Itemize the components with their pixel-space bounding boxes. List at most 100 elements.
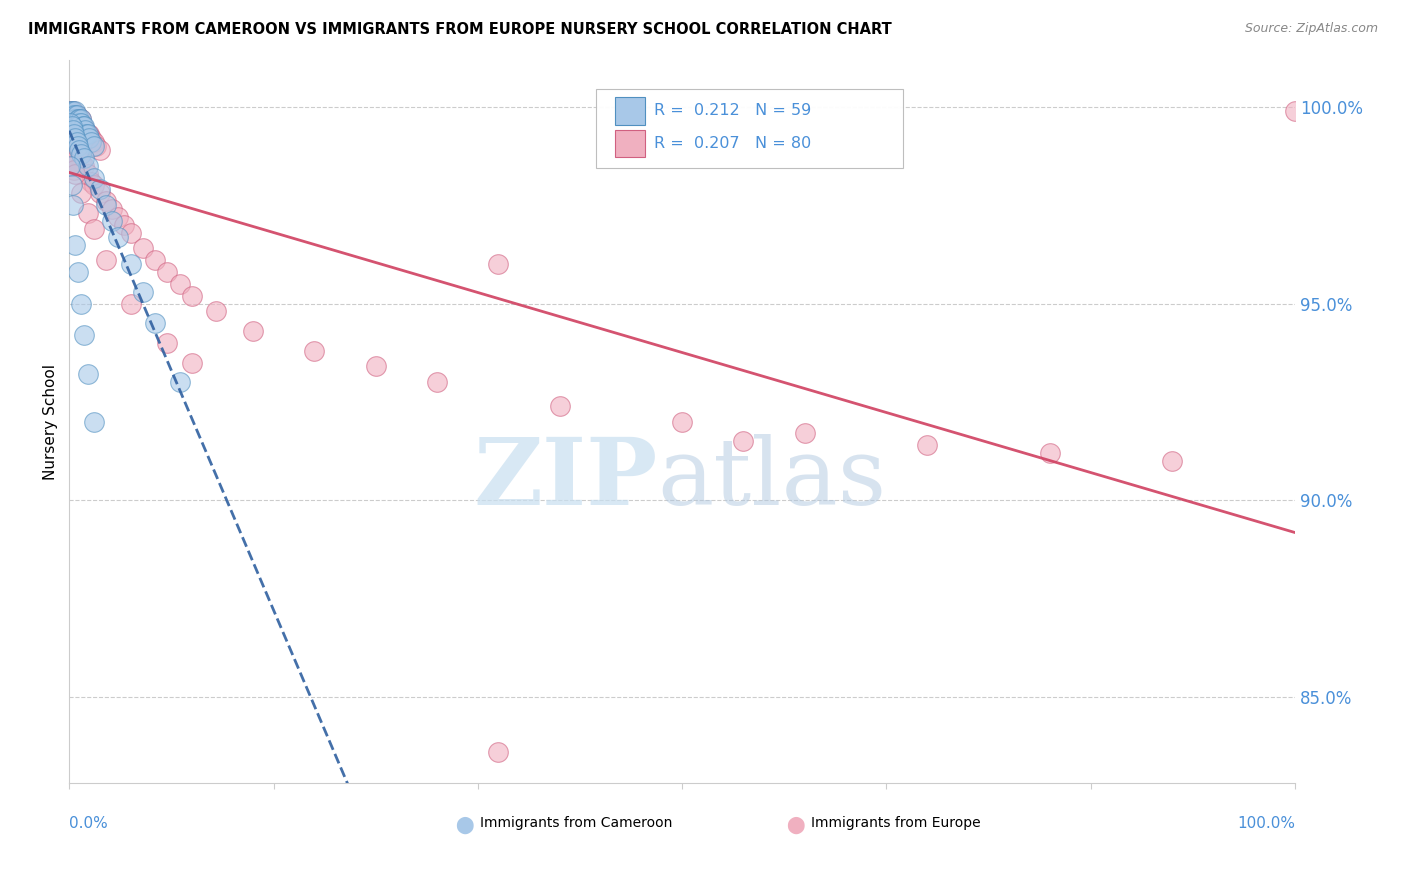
Point [67, 143, 90, 157]
Point [205, 304, 228, 318]
Point [65, 135, 87, 149]
Point [169, 277, 191, 291]
Point [59, 115, 82, 129]
Point [1161, 454, 1184, 468]
Point [76, 167, 98, 181]
Point [63, 112, 86, 126]
Point [70, 154, 93, 169]
Point [73, 151, 96, 165]
Point [67, 112, 90, 126]
Point [65, 135, 87, 149]
Point [72, 120, 94, 134]
Point [62, 159, 84, 173]
Point [67, 115, 90, 129]
Point [60, 108, 83, 122]
Point [169, 375, 191, 389]
Point [76, 159, 98, 173]
Point [59, 120, 82, 134]
Point [426, 375, 449, 389]
Point [70, 186, 93, 201]
Point [66, 143, 89, 157]
Point [75, 128, 97, 142]
Text: ⬤: ⬤ [456, 816, 474, 834]
Point [73, 328, 96, 343]
Point [793, 426, 815, 441]
Text: 0.0%: 0.0% [69, 816, 108, 831]
Point [70, 115, 93, 129]
Point [94, 253, 117, 268]
Point [62, 123, 84, 137]
Point [65, 112, 87, 126]
Point [120, 257, 142, 271]
Point [72, 120, 94, 134]
Point [63, 131, 86, 145]
Point [73, 123, 96, 137]
Point [120, 296, 142, 310]
Point [62, 128, 84, 142]
Point [65, 139, 87, 153]
Point [63, 108, 86, 122]
Point [65, 131, 87, 145]
Point [486, 257, 509, 271]
Point [62, 112, 84, 126]
Bar [614, 130, 645, 157]
Point [62, 108, 84, 122]
Point [60, 123, 83, 137]
Point [80, 175, 103, 189]
Text: Immigrants from Europe: Immigrants from Europe [811, 816, 980, 830]
Point [65, 167, 87, 181]
Point [364, 359, 387, 374]
Point [89, 182, 111, 196]
Point [59, 103, 82, 118]
Text: R =  0.212   N = 59: R = 0.212 N = 59 [654, 103, 811, 119]
Point [180, 355, 202, 369]
Point [60, 103, 83, 118]
Point [77, 128, 100, 142]
Point [83, 221, 105, 235]
Point [79, 131, 101, 145]
Bar [614, 97, 645, 125]
Point [62, 103, 84, 118]
Point [67, 120, 90, 134]
Point [1039, 446, 1062, 460]
Point [107, 229, 129, 244]
Point [65, 115, 87, 129]
Point [60, 112, 83, 126]
Point [143, 253, 166, 268]
Point [70, 147, 93, 161]
Point [73, 159, 96, 173]
Point [73, 120, 96, 134]
Point [59, 108, 82, 122]
Point [75, 128, 97, 142]
Point [94, 198, 117, 212]
Text: ⬤: ⬤ [786, 816, 804, 834]
Point [80, 135, 103, 149]
Point [76, 206, 98, 220]
Point [66, 115, 89, 129]
Point [65, 108, 87, 122]
Text: Immigrants from Cameroon: Immigrants from Cameroon [479, 816, 672, 830]
Point [242, 324, 264, 338]
Point [83, 415, 105, 429]
Point [70, 296, 93, 310]
Point [67, 147, 90, 161]
Point [60, 178, 83, 193]
Point [63, 112, 86, 126]
Point [63, 128, 86, 142]
Point [63, 108, 86, 122]
Point [132, 242, 155, 256]
Point [60, 103, 83, 118]
Point [69, 115, 91, 129]
Point [66, 115, 89, 129]
Point [63, 162, 86, 177]
Point [59, 103, 82, 118]
Point [89, 186, 111, 201]
Point [143, 316, 166, 330]
Point [76, 128, 98, 142]
Point [70, 120, 93, 134]
Point [66, 112, 89, 126]
Point [89, 143, 111, 157]
Point [77, 131, 100, 145]
Point [65, 108, 87, 122]
Point [59, 151, 82, 165]
